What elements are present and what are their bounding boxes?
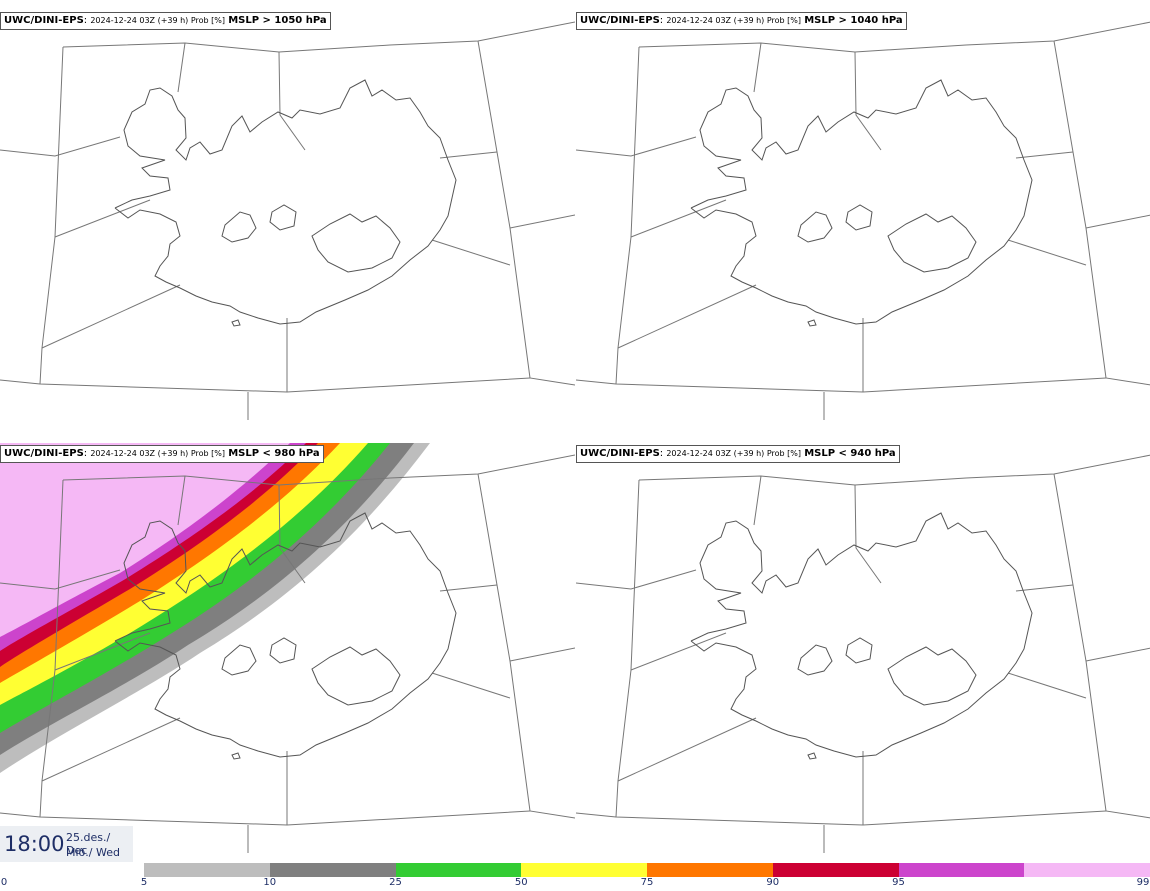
legend-swatch <box>395 863 522 877</box>
iceland-map <box>0 21 575 421</box>
legend-swatch <box>144 863 271 877</box>
run-info: 2024-12-24 03Z (+39 h) Prob [%] <box>666 449 802 458</box>
threshold-label: MSLP > 1050 hPa <box>228 15 327 26</box>
iceland-map <box>0 443 575 854</box>
legend-swatch <box>1024 863 1150 877</box>
panel-title: UWC/DINI-EPS: 2024-12-24 03Z (+39 h) Pro… <box>576 445 900 463</box>
panel-title: UWC/DINI-EPS: 2024-12-24 03Z (+39 h) Pro… <box>0 445 324 463</box>
run-info: 2024-12-24 03Z (+39 h) Prob [%] <box>90 449 226 458</box>
model-name: UWC/DINI-EPS <box>4 448 84 459</box>
model-name: UWC/DINI-EPS <box>580 15 660 26</box>
threshold-label: MSLP < 980 hPa <box>228 448 320 459</box>
valid-weekday: Mið./ Wed <box>66 846 120 859</box>
legend-swatch <box>269 863 396 877</box>
valid-time-box: 18:00 25.des./ Dec Mið./ Wed <box>0 826 133 862</box>
probability-bands <box>0 443 430 773</box>
map-panel-mslp-lt-980: UWC/DINI-EPS: 2024-12-24 03Z (+39 h) Pro… <box>0 433 575 865</box>
threshold-label: MSLP < 940 hPa <box>804 448 896 459</box>
probability-legend <box>144 863 1150 877</box>
legend-swatch <box>647 863 774 877</box>
threshold-label: MSLP > 1040 hPa <box>804 15 903 26</box>
run-info: 2024-12-24 03Z (+39 h) Prob [%] <box>90 16 226 25</box>
map-panel-mslp-lt-940: UWC/DINI-EPS: 2024-12-24 03Z (+39 h) Pro… <box>576 433 1150 865</box>
legend-tick-label: 10 <box>263 877 277 888</box>
legend-tick-label: 99 <box>1136 877 1150 888</box>
panel-title: UWC/DINI-EPS: 2024-12-24 03Z (+39 h) Pro… <box>576 12 907 30</box>
legend-tick-label: 50 <box>514 877 528 888</box>
legend-swatch <box>521 863 648 877</box>
model-name: UWC/DINI-EPS <box>580 448 660 459</box>
run-info: 2024-12-24 03Z (+39 h) Prob [%] <box>666 16 802 25</box>
legend-tick-label: 75 <box>640 877 654 888</box>
legend-tick-label: 90 <box>766 877 780 888</box>
legend-tick-label: 5 <box>140 877 148 888</box>
valid-time: 18:00 <box>4 832 65 856</box>
model-name: UWC/DINI-EPS <box>4 15 84 26</box>
legend-swatch <box>772 863 899 877</box>
legend-tick-label: 25 <box>389 877 402 888</box>
panel-title: UWC/DINI-EPS: 2024-12-24 03Z (+39 h) Pro… <box>0 12 331 30</box>
map-panel-mslp-gt-1040: UWC/DINI-EPS: 2024-12-24 03Z (+39 h) Pro… <box>576 0 1150 432</box>
legend-swatch <box>898 863 1025 877</box>
iceland-map <box>576 454 1150 854</box>
legend-tick-label: 95 <box>892 877 905 888</box>
iceland-map <box>576 21 1150 421</box>
map-panel-mslp-gt-1050: UWC/DINI-EPS: 2024-12-24 03Z (+39 h) Pro… <box>0 0 575 432</box>
valid-date: 25.des./ Dec <box>66 831 111 857</box>
legend-tick-label: 0 <box>0 877 8 888</box>
